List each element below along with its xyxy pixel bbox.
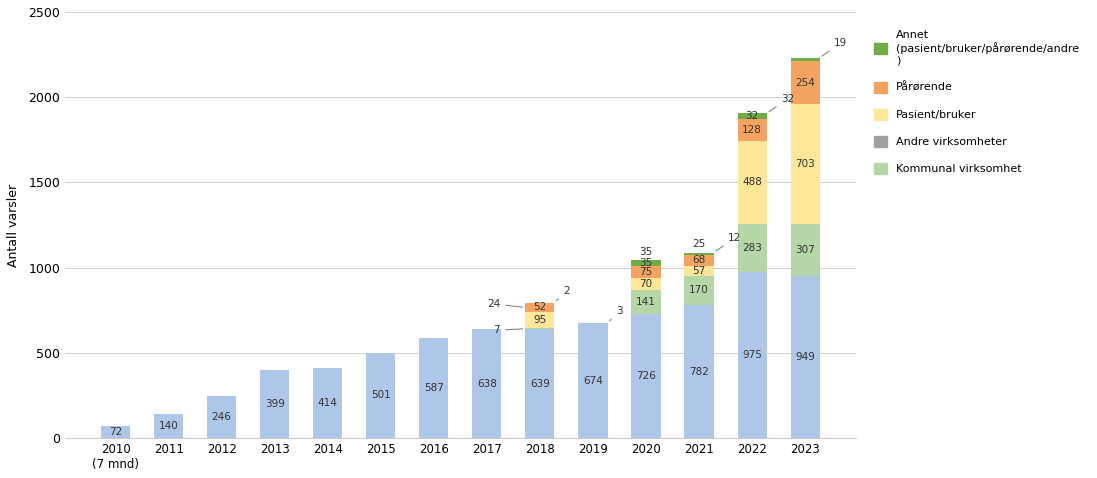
Bar <box>737 119 767 141</box>
Bar <box>313 368 342 438</box>
Text: 2: 2 <box>556 286 569 301</box>
Text: 52: 52 <box>533 303 546 313</box>
Text: 501: 501 <box>371 391 391 401</box>
Bar <box>632 315 660 438</box>
Bar <box>154 414 183 438</box>
Bar <box>632 266 660 279</box>
Text: 254: 254 <box>795 77 815 87</box>
Text: 24: 24 <box>487 299 522 309</box>
Text: 674: 674 <box>583 376 603 386</box>
Bar <box>578 323 608 438</box>
Y-axis label: Antall varsler: Antall varsler <box>7 184 20 267</box>
Bar <box>685 266 714 276</box>
Bar <box>791 104 819 224</box>
Text: 35: 35 <box>640 258 653 268</box>
Text: 246: 246 <box>212 412 231 422</box>
Text: 587: 587 <box>423 383 444 393</box>
Text: 57: 57 <box>692 266 705 276</box>
Text: 488: 488 <box>743 177 762 187</box>
Text: 35: 35 <box>640 247 653 257</box>
Text: 68: 68 <box>692 255 705 265</box>
Text: 703: 703 <box>795 159 815 169</box>
Bar <box>632 290 660 315</box>
Text: 975: 975 <box>743 350 762 360</box>
Text: 75: 75 <box>640 267 653 277</box>
Text: 141: 141 <box>636 297 656 307</box>
Bar <box>473 329 501 438</box>
Bar <box>791 276 819 438</box>
Bar <box>685 255 714 266</box>
Text: 307: 307 <box>795 245 815 255</box>
Text: 32: 32 <box>746 111 759 121</box>
Bar <box>791 61 819 104</box>
Bar <box>791 224 819 276</box>
Bar <box>791 58 819 61</box>
Bar <box>207 396 236 438</box>
Text: 7: 7 <box>494 326 522 336</box>
Bar <box>685 276 714 305</box>
Text: 32: 32 <box>769 94 794 112</box>
Bar <box>685 252 714 255</box>
Bar <box>632 279 660 290</box>
Bar <box>525 328 554 329</box>
Text: 726: 726 <box>636 371 656 381</box>
Text: 414: 414 <box>318 398 338 408</box>
Text: 782: 782 <box>689 367 709 377</box>
Bar <box>737 113 767 119</box>
Text: 639: 639 <box>530 379 550 389</box>
Bar <box>737 224 767 272</box>
Text: 3: 3 <box>610 306 623 321</box>
Bar <box>737 141 767 224</box>
Bar <box>419 338 449 438</box>
Bar <box>525 329 554 438</box>
Bar <box>525 303 554 312</box>
Bar <box>260 370 290 438</box>
Text: 170: 170 <box>689 285 709 295</box>
Bar <box>632 260 660 266</box>
Text: 140: 140 <box>159 421 179 431</box>
Text: 399: 399 <box>264 399 284 409</box>
Text: 95: 95 <box>533 315 546 325</box>
Text: 25: 25 <box>692 239 705 250</box>
Bar <box>737 272 767 438</box>
Text: 72: 72 <box>109 427 122 437</box>
Bar <box>525 312 554 328</box>
Bar <box>366 353 395 438</box>
Text: 283: 283 <box>743 243 762 253</box>
Bar <box>101 426 131 438</box>
Text: 70: 70 <box>640 280 653 289</box>
Text: 638: 638 <box>477 379 497 389</box>
Bar <box>685 305 714 438</box>
Text: 19: 19 <box>822 38 848 56</box>
Text: 949: 949 <box>795 352 815 362</box>
Text: 128: 128 <box>743 125 762 135</box>
Text: 12: 12 <box>716 233 742 251</box>
Legend: Annet
(pasient/bruker/pårørende/andre
), Pårørende, Pasient/bruker, Andre virkso: Annet (pasient/bruker/pårørende/andre ),… <box>869 26 1084 178</box>
